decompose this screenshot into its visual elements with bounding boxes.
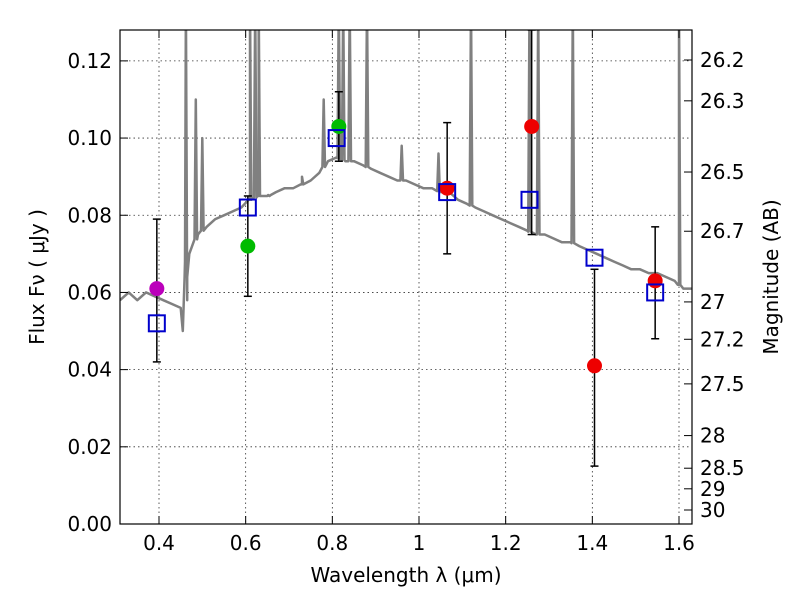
x-axis: 0.4 0.6 0.8 1 1.2 1.4 1.6: [143, 30, 695, 555]
model-point: [438, 183, 457, 202]
x-tick-label: 1.4: [576, 531, 608, 555]
model-point: [646, 283, 665, 302]
y-tick-label: 0.02: [67, 435, 112, 459]
mag-tick-label: 27: [700, 290, 725, 314]
mag-tick-label: 28.5: [700, 456, 745, 480]
x-tick-label: 1.6: [663, 531, 695, 555]
mag-tick-label: 26.7: [700, 219, 745, 243]
y-tick-label: 0.12: [67, 49, 112, 73]
plot-area: [120, 30, 692, 467]
mag-tick-label: 29: [700, 477, 725, 501]
data-point: [149, 281, 165, 297]
data-point: [240, 238, 256, 254]
mag-tick-label: 26.3: [700, 89, 745, 113]
x-tick-label: 1: [413, 531, 426, 555]
model-point: [520, 190, 539, 209]
y-tick-label: 0.10: [67, 126, 112, 150]
y-tick-label: 0.08: [67, 203, 112, 227]
x-axis-label: Wavelength λ (μm): [310, 563, 501, 587]
model-point: [585, 248, 604, 267]
y-axis: 0.00 0.02 0.04 0.06 0.08 0.10 0.12: [67, 49, 128, 536]
mag-axis-label: Magnitude (AB): [759, 199, 783, 354]
x-tick-label: 1.2: [490, 531, 522, 555]
y-axis-label: Flux Fν ( μJy ): [25, 209, 49, 345]
x-tick-label: 0.4: [143, 531, 175, 555]
spectrum-line: [120, 30, 692, 333]
data-point: [647, 273, 663, 289]
mag-tick-label: 27.5: [700, 372, 745, 396]
x-tick-label: 0.6: [230, 531, 262, 555]
mag-tick-label: 26.2: [700, 48, 745, 72]
mag-tick-label: 27.2: [700, 327, 745, 351]
data-point: [439, 180, 455, 196]
data-point: [587, 358, 602, 374]
grid-layer: [120, 30, 692, 525]
y-tick-label: 0.06: [67, 280, 112, 304]
mag-tick-label: 26.5: [700, 160, 745, 184]
data-point: [524, 118, 540, 134]
model-point: [327, 129, 346, 148]
y-tick-label: 0.04: [67, 358, 112, 382]
model-point: [147, 314, 166, 333]
plot-frame: [119, 29, 693, 525]
mag-tick-label: 30: [700, 498, 725, 522]
mag-tick-label: 28: [700, 424, 725, 448]
y-tick-label: 0.00: [67, 512, 112, 536]
model-point: [238, 198, 257, 217]
x-tick-label: 0.8: [316, 531, 348, 555]
